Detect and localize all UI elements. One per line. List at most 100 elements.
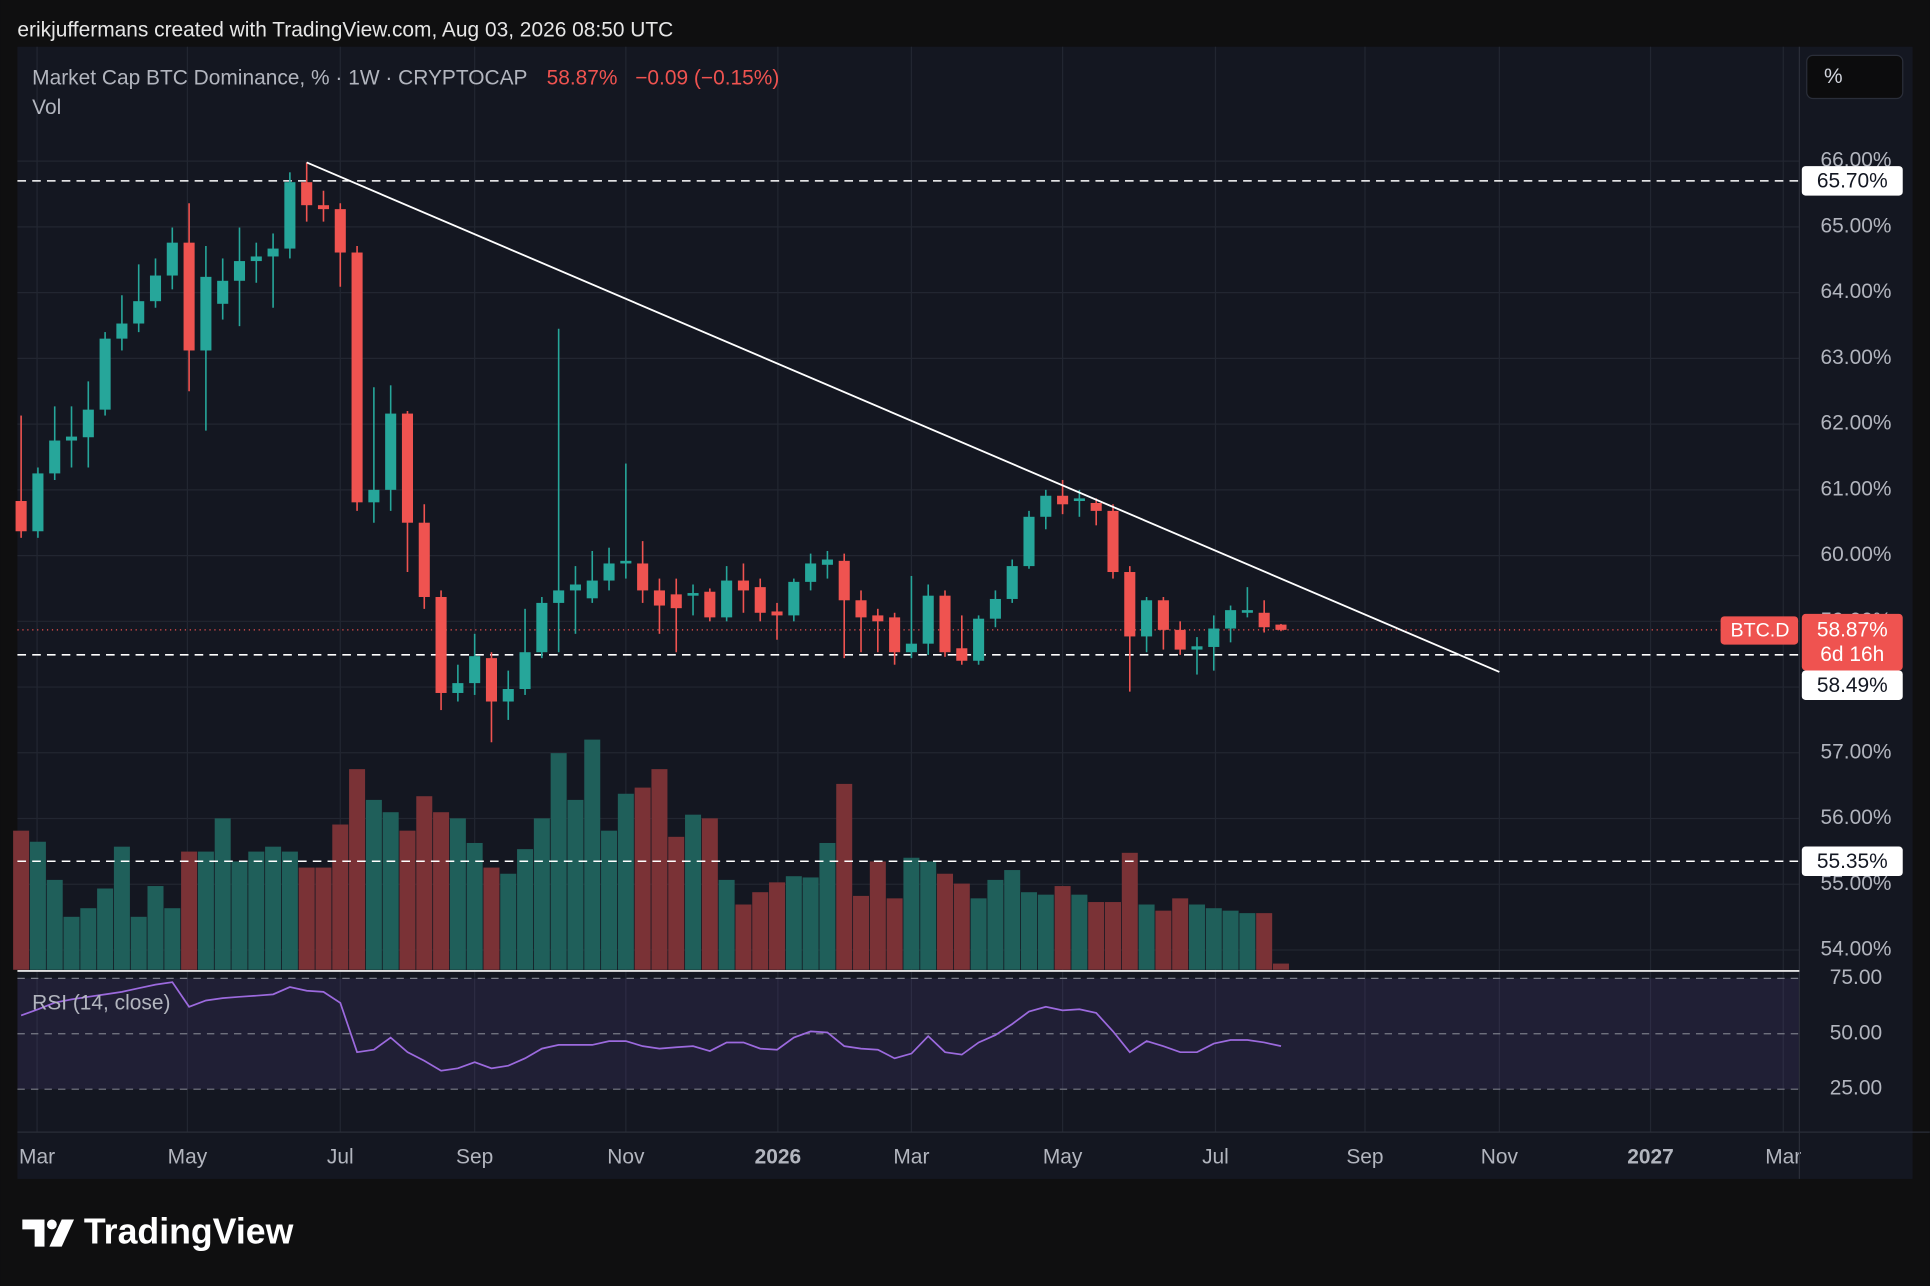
volume-bar xyxy=(500,873,517,970)
volume-bar xyxy=(685,814,702,970)
candle-body xyxy=(855,600,867,618)
volume-bar xyxy=(785,876,802,970)
candle-body xyxy=(905,643,917,653)
candle-body xyxy=(149,275,162,302)
candle-body xyxy=(166,242,178,276)
candle-body xyxy=(217,280,229,304)
symbol-tag xyxy=(1720,616,1799,645)
volume-bar xyxy=(634,787,651,970)
candle-body xyxy=(653,590,665,606)
volume-bar xyxy=(953,883,970,970)
x-tick-label: Sep xyxy=(456,1146,493,1169)
volume-bar xyxy=(886,898,903,970)
candle-body xyxy=(956,648,968,661)
volume-bar xyxy=(113,846,130,970)
candle-body xyxy=(872,615,884,622)
candle-body xyxy=(1040,495,1052,517)
volume-bar xyxy=(365,799,382,970)
volume-bar xyxy=(382,812,399,970)
volume-bar xyxy=(802,877,819,970)
candle-body xyxy=(889,617,901,653)
volume-bar xyxy=(214,818,231,970)
candle-body xyxy=(821,559,833,565)
volume-bar xyxy=(1121,852,1138,970)
y-tick-label: 62.00% xyxy=(1821,412,1892,435)
volume-bar xyxy=(248,851,265,970)
candle-body xyxy=(49,440,61,474)
candle-body xyxy=(317,205,330,210)
x-tick-label: May xyxy=(168,1146,208,1169)
volume-bar xyxy=(1071,894,1088,970)
volume-bar xyxy=(701,818,718,970)
volume-bar xyxy=(483,867,500,970)
last-price-tag xyxy=(1801,613,1903,671)
candle-body xyxy=(586,580,598,599)
volume-bar xyxy=(1205,908,1222,970)
candle-body xyxy=(754,587,766,613)
candle-body xyxy=(1090,502,1102,511)
candle-body xyxy=(301,182,313,206)
last-price-label: 58.87% xyxy=(1817,619,1888,642)
candle-body xyxy=(704,591,716,618)
candle-body xyxy=(233,261,246,281)
volume-bar xyxy=(550,753,567,970)
y-tick-label: 55.00% xyxy=(1821,872,1892,895)
logo-text: TradingView xyxy=(84,1212,294,1252)
volume-bar xyxy=(752,892,769,970)
x-tick-label: Sep xyxy=(1346,1146,1383,1169)
unit-button-label[interactable]: % xyxy=(1824,65,1843,88)
candle-body xyxy=(133,301,145,324)
volume-bar xyxy=(970,898,987,970)
volume-bar xyxy=(315,867,332,970)
rsi-tick-label: 25.00 xyxy=(1830,1077,1882,1100)
volume-bar xyxy=(332,824,349,970)
volume-bar xyxy=(13,830,30,970)
volume-bar xyxy=(1138,904,1155,970)
legend-change: −0.09 (−0.15%) xyxy=(635,66,779,89)
countdown-label: 6d 16h xyxy=(1820,643,1884,666)
candle-body xyxy=(15,501,27,532)
credit: erikjuffermans created with TradingView.… xyxy=(17,18,673,41)
rsi-band xyxy=(17,978,1800,1090)
candle-body xyxy=(1141,600,1153,637)
level-tag xyxy=(1801,166,1903,196)
volume-bar xyxy=(617,793,634,970)
candle-body xyxy=(1157,600,1169,630)
unit-button[interactable] xyxy=(1806,54,1904,100)
x-tick-label: Nov xyxy=(1481,1146,1519,1169)
candle-body xyxy=(788,581,800,616)
candle-body xyxy=(250,256,262,262)
candle-body xyxy=(502,689,514,702)
candle-body xyxy=(1023,516,1035,567)
volume-bar xyxy=(164,908,181,970)
candle-body xyxy=(603,563,615,581)
candle-body xyxy=(1124,572,1136,637)
candle-body xyxy=(1057,495,1069,505)
trendline xyxy=(306,161,1500,673)
candle-body xyxy=(32,473,44,532)
candle-body xyxy=(452,683,464,693)
volume-bar xyxy=(97,888,114,970)
volume-bar xyxy=(819,842,836,970)
rsi-tick-label: 50.00 xyxy=(1830,1021,1882,1044)
candle-body xyxy=(569,584,581,591)
candle-body xyxy=(1208,628,1220,647)
volume-bar xyxy=(987,879,1004,970)
volume-bar xyxy=(449,818,466,970)
volume-bar xyxy=(1256,913,1273,970)
volume-bar xyxy=(46,879,63,970)
candle-body xyxy=(351,252,363,503)
volume-bar xyxy=(181,851,198,970)
candle-body xyxy=(922,595,934,644)
volume-bar xyxy=(231,861,248,970)
x-tick-label: 2026 xyxy=(755,1146,802,1169)
candle-body xyxy=(1241,610,1253,613)
volume-bar xyxy=(869,861,886,970)
candle-body xyxy=(267,248,279,257)
volume-bar xyxy=(769,882,786,970)
candle-body xyxy=(553,590,565,603)
logo-shape xyxy=(49,1219,75,1247)
volume-bar xyxy=(399,830,416,970)
volume-bar xyxy=(1088,902,1105,970)
